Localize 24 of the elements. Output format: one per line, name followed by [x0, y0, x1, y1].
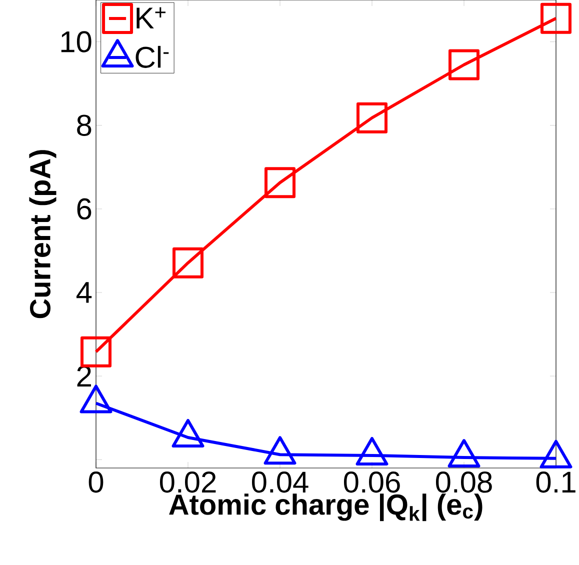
point [356, 102, 388, 134]
point [356, 436, 388, 466]
y-tick-label: 6 [77, 198, 92, 220]
point [264, 436, 296, 465]
point [540, 2, 572, 34]
y-tick-label: 4 [76, 282, 92, 303]
x-tick-label: 0.1 [536, 472, 576, 493]
x-tick-label: 0.08 [436, 472, 492, 493]
point [264, 167, 296, 198]
x-tick-label: 0.02 [160, 472, 216, 493]
x-axis-title: Atomic charge |Q$_{k}$| (e$_{c}$) [169, 494, 482, 522]
y-tick-label: 10 [61, 31, 92, 52]
x-tick-label: 0.06 [344, 472, 400, 493]
y-tick-label: 8 [77, 114, 92, 136]
point [540, 440, 572, 468]
point [448, 439, 480, 468]
legend-label: Cl$^{-}$ [136, 46, 169, 68]
point [80, 384, 112, 414]
point [448, 49, 480, 80]
legend-label: K$^{+}$ [136, 7, 166, 28]
x-tick-label: 0 [88, 472, 104, 493]
x-tick-label: 0.04 [252, 472, 308, 493]
y-axis-title: Current (pA) [29, 150, 56, 318]
point [172, 418, 204, 448]
